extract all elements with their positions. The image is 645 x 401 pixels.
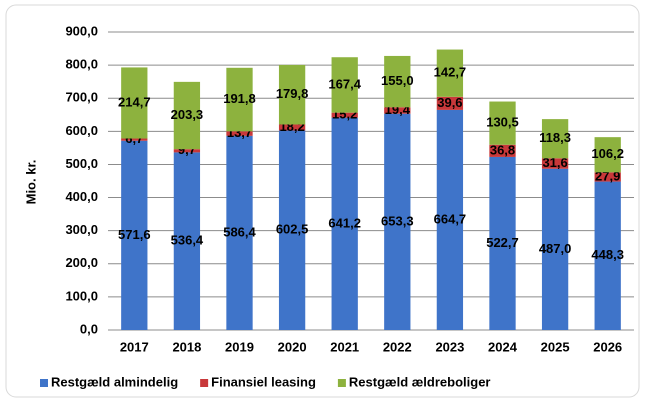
bar-segment [384,107,411,114]
x-tick-label: 2018 [172,339,201,354]
data-label: 664,7 [434,211,467,226]
x-tick-label: 2017 [120,339,149,354]
data-label: 36,8 [490,142,515,157]
y-tick-label: 500,0 [65,156,98,171]
legend-label: Restgæld almindelig [51,374,178,389]
data-label: 167,4 [328,76,361,91]
x-tick-label: 2019 [225,339,254,354]
x-tick-label: 2024 [488,339,518,354]
legend-label: Finansiel leasing [211,374,316,389]
bar-segment [173,149,201,153]
bar-segment [594,172,621,182]
bar-segment [436,96,464,110]
bar-segment [541,168,569,330]
data-label: 586,4 [223,224,256,239]
bar-segment [121,67,148,139]
bar-segment [594,137,621,173]
y-tick-label: 900,0 [65,23,98,38]
data-label: 203,3 [171,107,204,122]
x-tick-label: 2022 [383,339,412,354]
bar-segment [541,119,569,159]
data-label: 106,2 [591,146,624,161]
data-label: 487,0 [539,241,572,256]
data-label: 214,7 [118,94,151,109]
data-label: 522,7 [486,235,519,250]
data-label: 448,3 [591,247,624,262]
data-label: 31,6 [542,155,567,170]
bar-segment [121,138,148,141]
data-label: 179,8 [276,86,309,101]
chart-frame [5,4,640,398]
data-label: 39,6 [437,95,462,110]
bar-segment [173,81,201,150]
bar-segment [331,57,358,113]
data-label: 191,8 [223,91,256,106]
bar-segment [436,49,464,97]
bar-segment [121,140,148,330]
data-label: 130,5 [486,115,519,130]
bar-segment [331,117,358,330]
bar-segment [278,124,306,131]
x-tick-label: 2020 [278,339,307,354]
data-label: 602,5 [276,222,309,237]
legend-label: Restgæld ældreboliger [349,374,491,389]
y-tick-label: 200,0 [65,255,98,270]
data-label: 155,0 [381,73,414,88]
legend-marker [337,379,346,387]
x-tick-label: 2025 [541,339,570,354]
bar-segment [384,55,411,108]
y-tick-label: 100,0 [65,288,98,303]
bar-segment [436,109,464,330]
bar-segment [278,64,306,125]
y-tick-label: 400,0 [65,189,98,204]
bar-segment [226,67,253,132]
data-label: 641,2 [328,215,361,230]
data-label: 142,7 [434,65,467,80]
bar-segment [594,181,621,330]
bar-segment [489,144,516,157]
data-label: 118,3 [539,130,571,145]
bar-segment [226,135,253,330]
bar-segment [489,156,516,330]
y-tick-label: 800,0 [65,57,98,72]
y-tick-label: 700,0 [65,90,98,105]
bar-segment [226,131,253,136]
legend-marker [200,379,209,387]
bar-segment [278,130,306,330]
y-axis-title: Mio. kr. [23,160,38,205]
x-tick-label: 2021 [330,339,359,354]
bar-segment [384,113,411,330]
data-label: 571,6 [118,227,151,242]
y-tick-label: 600,0 [65,123,98,138]
x-tick-label: 2023 [435,339,464,354]
bar-segment [331,112,358,118]
data-label: 536,4 [171,233,204,248]
data-label: 653,3 [381,213,414,228]
bar-segment [489,101,516,145]
x-tick-label: 2026 [593,339,622,354]
legend-marker [40,379,48,387]
bar-segment [541,158,569,169]
y-tick-label: 300,0 [65,222,98,237]
bar-segment [173,152,201,330]
y-tick-label: 0,0 [80,321,98,336]
